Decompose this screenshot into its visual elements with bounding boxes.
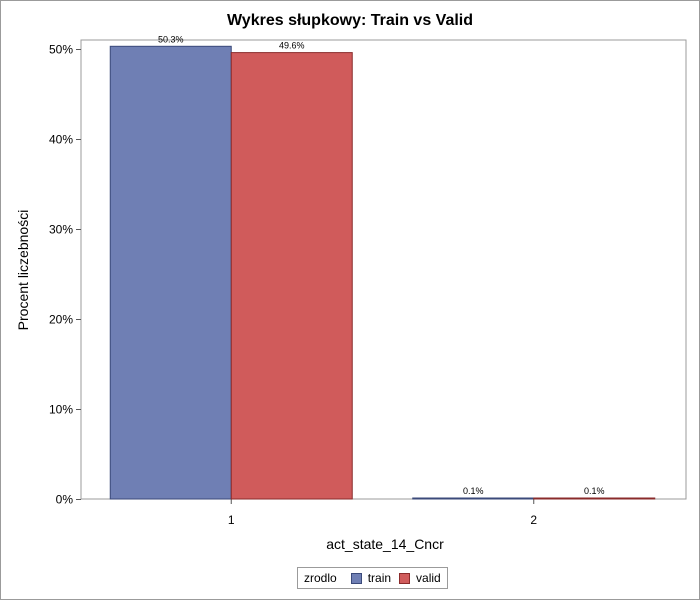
data-label-valid-1: 49.6% [279,41,305,51]
bar-marks: 50.3% 49.6% 0.1% 0.1% [109,34,656,500]
legend: zrodlo train valid [297,567,448,589]
legend-label-train: train [367,571,392,585]
bar-valid-1 [230,52,353,500]
legend-item-train: train [350,571,392,585]
axes: 0% 10% 20% 30% 40% 50% 1 2 [49,39,687,527]
plot-area [80,39,687,500]
legend-title: zrodlo [304,571,337,585]
legend-label-valid: valid [416,571,441,585]
x-axis-label: act_state_14_Cncr [326,536,444,552]
y-tick-label: 10% [49,403,73,417]
chart-title: Wykres słupkowy: Train vs Valid [226,12,474,29]
y-tick-label: 50% [49,43,73,57]
legend-swatch-valid [399,572,411,584]
y-axis-label: Procent liczebności [15,210,31,331]
legend-swatch-train [350,572,362,584]
data-label-valid-2: 0.1% [584,486,605,496]
bar-train-2 [412,497,535,500]
y-tick-label: 20% [49,313,73,327]
bar-valid-2 [533,497,656,500]
y-tick-label: 0% [56,493,74,507]
bar-train-1 [109,45,232,500]
legend-item-valid: valid [399,571,441,585]
y-tick-label: 40% [49,133,73,147]
y-tick-label: 30% [49,223,73,237]
data-label-train-1: 50.3% [158,34,184,44]
x-tick-label: 1 [228,513,235,527]
data-label-train-2: 0.1% [463,486,484,496]
x-tick-label: 2 [530,513,537,527]
